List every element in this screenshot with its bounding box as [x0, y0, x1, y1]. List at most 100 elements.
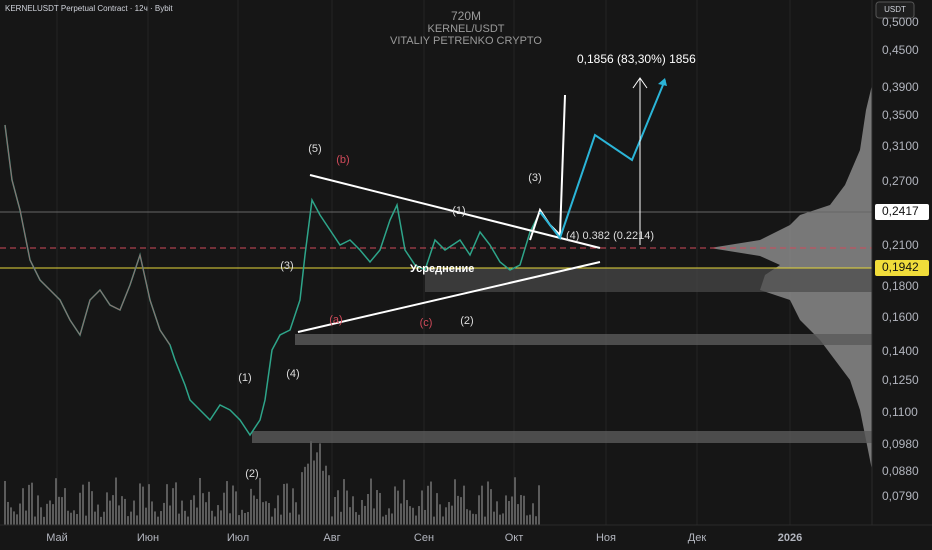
volume-bar [34, 516, 36, 525]
volume-bar [460, 497, 462, 525]
price-label: 0,0790 [882, 489, 919, 503]
volume-bar [349, 507, 351, 525]
volume-bar [22, 488, 24, 525]
volume-bar [316, 452, 318, 525]
volume-bar [184, 510, 186, 525]
volume-bar [487, 481, 489, 525]
volume-bar [289, 512, 291, 525]
volume-bar [385, 514, 387, 525]
volume-bar [46, 503, 48, 525]
volume-bar [145, 507, 147, 525]
volume-bar [490, 489, 492, 525]
price-label: 0,1400 [882, 344, 919, 358]
volume-bar [88, 481, 90, 525]
volume-bar [436, 493, 438, 525]
volume-bar [163, 502, 165, 525]
volume-bar [418, 506, 420, 525]
volume-bar [331, 516, 333, 525]
volume-bar [217, 505, 219, 525]
time-label: Май [46, 532, 68, 544]
volume-bar [367, 493, 369, 525]
volume-bar [58, 496, 60, 525]
watermark: 720M [451, 9, 481, 23]
volume-bar [343, 479, 345, 525]
price-label: 0,2100 [882, 238, 919, 252]
price-label: 0,2417 [882, 204, 919, 218]
volume-bar [484, 516, 486, 525]
volume-bar [400, 503, 402, 525]
volume-bar [64, 488, 66, 525]
volume-bar [181, 500, 183, 525]
price-label: 0,4500 [882, 43, 919, 57]
volume-bar [19, 503, 21, 525]
volume-bar [106, 492, 108, 525]
volume-bar [502, 513, 504, 525]
volume-bar [304, 466, 306, 525]
volume-bar [70, 512, 72, 525]
zone [295, 334, 872, 345]
volume-bar [370, 478, 372, 525]
volume-bar [388, 508, 390, 525]
volume-bar [82, 484, 84, 525]
volume-bar [292, 488, 294, 525]
volume-bar [133, 500, 135, 525]
volume-bar [10, 507, 12, 525]
annotation: 0,1856 (83,30%) 1856 [577, 52, 696, 66]
volume-bar [493, 511, 495, 525]
volume-bar [517, 504, 519, 525]
volume-bar [154, 511, 156, 525]
price-label: 0,0980 [882, 437, 919, 451]
volume-bar [52, 504, 54, 525]
volume-bar [298, 514, 300, 525]
volume-bar [76, 514, 78, 525]
volume-bar [223, 492, 225, 525]
projection-arrow [658, 78, 667, 86]
volume-bar [214, 516, 216, 525]
volume-bar [13, 511, 15, 525]
volume-bar [109, 500, 111, 525]
volume-bar [448, 502, 450, 525]
volume-bar [406, 500, 408, 525]
volume-bar [430, 481, 432, 525]
price-label: 0,1100 [882, 405, 918, 419]
volume-bar [457, 495, 459, 525]
volume-bar [277, 495, 279, 525]
price-label: 0,1600 [882, 310, 919, 324]
volume-bar [67, 510, 69, 525]
volume-bar [190, 499, 192, 525]
volume-bar [229, 513, 231, 525]
volume-bar [205, 502, 207, 525]
volume-bar [325, 465, 327, 525]
currency-label[interactable]: USDT [884, 5, 906, 14]
volume-bar [178, 513, 180, 525]
volume-bar [496, 501, 498, 525]
volume-bar [148, 484, 150, 525]
volume-bar [31, 482, 33, 525]
volume-bar [16, 514, 18, 525]
volume-bar [136, 515, 138, 525]
annotation: (1) [238, 372, 251, 384]
volume-bar [364, 505, 366, 525]
annotation: (a) [329, 314, 342, 326]
volume-bar [346, 490, 348, 525]
price-label: 0,1250 [882, 373, 919, 387]
volume-bar [151, 501, 153, 525]
price-line-down [4, 124, 171, 346]
time-label: Авг [323, 532, 340, 544]
volume-bar [415, 515, 417, 525]
volume-bar [97, 504, 99, 525]
volume-bar [472, 513, 474, 525]
volume-bar [499, 514, 501, 525]
volume-bar [358, 514, 360, 525]
currency-button[interactable] [875, 1, 915, 19]
volume-bar [7, 501, 9, 525]
volume-bar [124, 498, 126, 525]
annotation: (1) [452, 205, 465, 217]
zone [425, 268, 872, 292]
price-label: 0,1800 [882, 279, 919, 293]
volume-bar [334, 496, 336, 525]
volume-bar [37, 495, 39, 525]
volume-bar [454, 479, 456, 525]
volume-bar [25, 510, 27, 525]
volume-bar [451, 505, 453, 525]
